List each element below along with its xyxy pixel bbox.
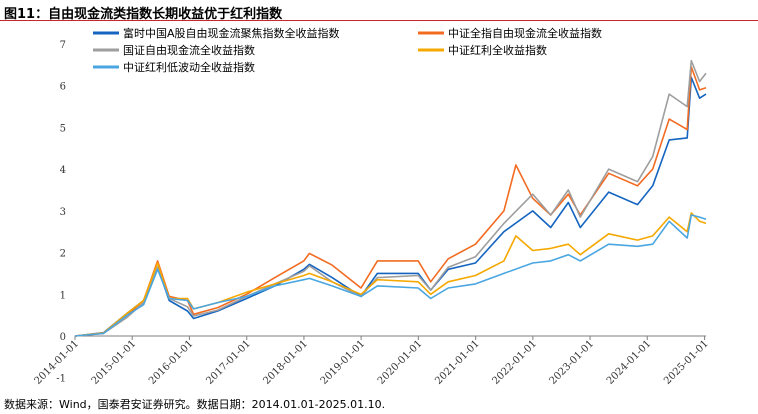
legend-label-2: 中证全指自由现金流全收益指数 — [448, 26, 602, 40]
y-tick-label: -1 — [56, 374, 66, 385]
x-tick-label: 2017-01-01 — [204, 338, 253, 387]
y-tick-label: 0 — [60, 332, 66, 343]
x-tick-label: 2019-01-01 — [319, 338, 368, 387]
y-tick-label: 4 — [60, 165, 66, 176]
x-tick-label: 2022-01-01 — [490, 338, 539, 387]
legend: 富时中国A股自由现金流聚焦指数全收益指数 中证全指自由现金流全收益指数国证自由现金… — [93, 26, 602, 74]
x-tick-label: 2025-01-01 — [662, 338, 711, 387]
legend-label-4: 中证红利全收益指数 — [448, 43, 547, 57]
x-tick-label: 2024-01-01 — [605, 338, 654, 387]
y-tick-label: 2 — [60, 249, 66, 260]
x-tick-label: 2021-01-01 — [433, 338, 482, 387]
y-tick-label: 3 — [60, 207, 66, 218]
x-tick-label: 2020-01-01 — [376, 338, 425, 387]
series-line-1 — [74, 76, 707, 337]
figure-title: 图11：自由现金流类指数长期收益优于红利指数 — [4, 7, 283, 22]
y-tick-label: 6 — [60, 82, 66, 93]
title-rule — [0, 20, 758, 21]
x-tick-label: 2016-01-01 — [147, 338, 196, 387]
y-axis: -1 0 1 2 3 4 5 6 7 — [56, 40, 66, 385]
series-lines — [74, 59, 707, 337]
legend-label-1: 富时中国A股自由现金流聚焦指数全收益指数 — [123, 26, 340, 40]
x-tick-label: 2018-01-01 — [262, 338, 311, 387]
legend-label-3: 国证自由现金流全收益指数 — [123, 43, 255, 57]
x-axis: 2014-01-01 2015-01-01 2016-01-01 2017-01-01… — [33, 335, 711, 387]
series-line-4 — [74, 212, 707, 337]
y-tick-label: 5 — [60, 123, 66, 134]
series-line-2 — [74, 66, 707, 337]
y-tick-label: 1 — [60, 290, 66, 301]
y-tick-label: 7 — [60, 40, 66, 51]
series-line-5 — [74, 214, 707, 337]
series-line-3 — [74, 59, 707, 337]
source-note: 数据来源：Wind，国泰君安证券研究。数据日期：2014.01.01-2025.… — [4, 398, 386, 411]
legend-label-5: 中证红利低波动全收益指数 — [123, 60, 255, 74]
x-tick-label: 2015-01-01 — [90, 338, 139, 387]
x-tick-label: 2023-01-01 — [548, 338, 597, 387]
